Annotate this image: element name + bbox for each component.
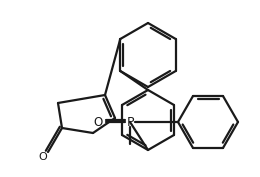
Text: O: O: [39, 152, 47, 162]
Text: P: P: [126, 116, 134, 129]
Text: O: O: [93, 116, 103, 129]
